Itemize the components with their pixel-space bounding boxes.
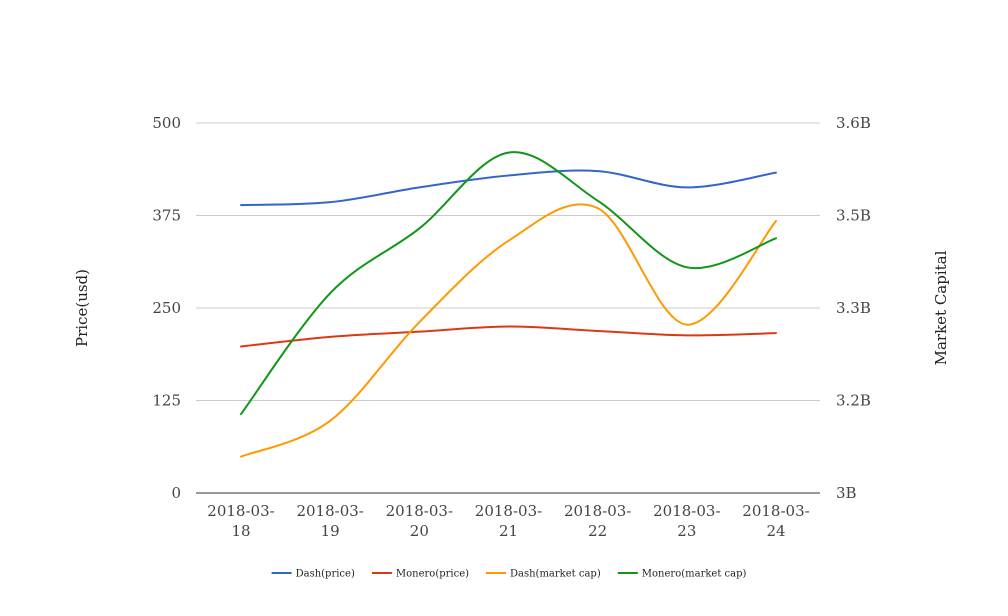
x-tick-label: 2018-03-23 <box>653 502 720 540</box>
left-y-tick-label: 500 <box>152 114 181 132</box>
right-y-axis-title: Market Capital <box>932 250 950 365</box>
x-tick-label: 2018-03-22 <box>564 502 631 540</box>
legend-label: Monero(price) <box>396 569 469 580</box>
left-y-axis-ticks: 0 125 250 375 500 <box>152 114 181 502</box>
series-line-monero-market-cap <box>240 151 777 416</box>
legend-item-monero-market-cap[interactable]: Monero(market cap) <box>617 569 747 580</box>
legend-label: Dash(market cap) <box>510 569 601 580</box>
left-y-tick-label: 375 <box>152 207 181 225</box>
x-tick-label: 2018-03-24 <box>742 502 809 540</box>
x-tick-label: 2018-03-20 <box>386 502 453 540</box>
legend-label: Monero(market cap) <box>642 569 747 580</box>
right-y-tick-label: 3.6B <box>836 114 871 132</box>
legend: Dash(price) Monero(price) Dash(market cap)… <box>271 569 747 580</box>
series-line-monero-price <box>240 325 777 348</box>
x-tick-label: 2018-03-18 <box>207 502 274 540</box>
right-y-tick-label: 3B <box>836 484 857 502</box>
right-y-tick-label: 3.5B <box>836 207 871 225</box>
legend-label: Dash(price) <box>296 569 355 580</box>
series-line-dash-price <box>240 169 777 207</box>
x-tick-label: 2018-03-21 <box>475 502 542 540</box>
x-tick-label: 2018-03-19 <box>296 502 363 540</box>
legend-item-monero-price[interactable]: Monero(price) <box>371 569 469 580</box>
left-y-tick-label: 250 <box>152 299 181 317</box>
legend-item-dash-market-cap[interactable]: Dash(market cap) <box>486 569 601 580</box>
x-axis-ticks: 2018-03-18 2018-03-19 2018-03-20 2018-03-21… <box>207 502 809 540</box>
left-y-axis-title: Price(usd) <box>73 269 91 347</box>
right-y-tick-label: 3.3B <box>836 299 871 317</box>
series-line-dash-market-cap <box>240 203 777 458</box>
right-y-tick-label: 3.2B <box>836 392 871 410</box>
legend-item-dash-price[interactable]: Dash(price) <box>271 569 355 580</box>
series-lines <box>240 151 777 458</box>
left-y-tick-label: 125 <box>152 392 181 410</box>
right-y-axis-ticks: 3B 3.2B 3.3B 3.5B 3.6B <box>836 114 871 502</box>
left-y-tick-label: 0 <box>171 484 181 502</box>
